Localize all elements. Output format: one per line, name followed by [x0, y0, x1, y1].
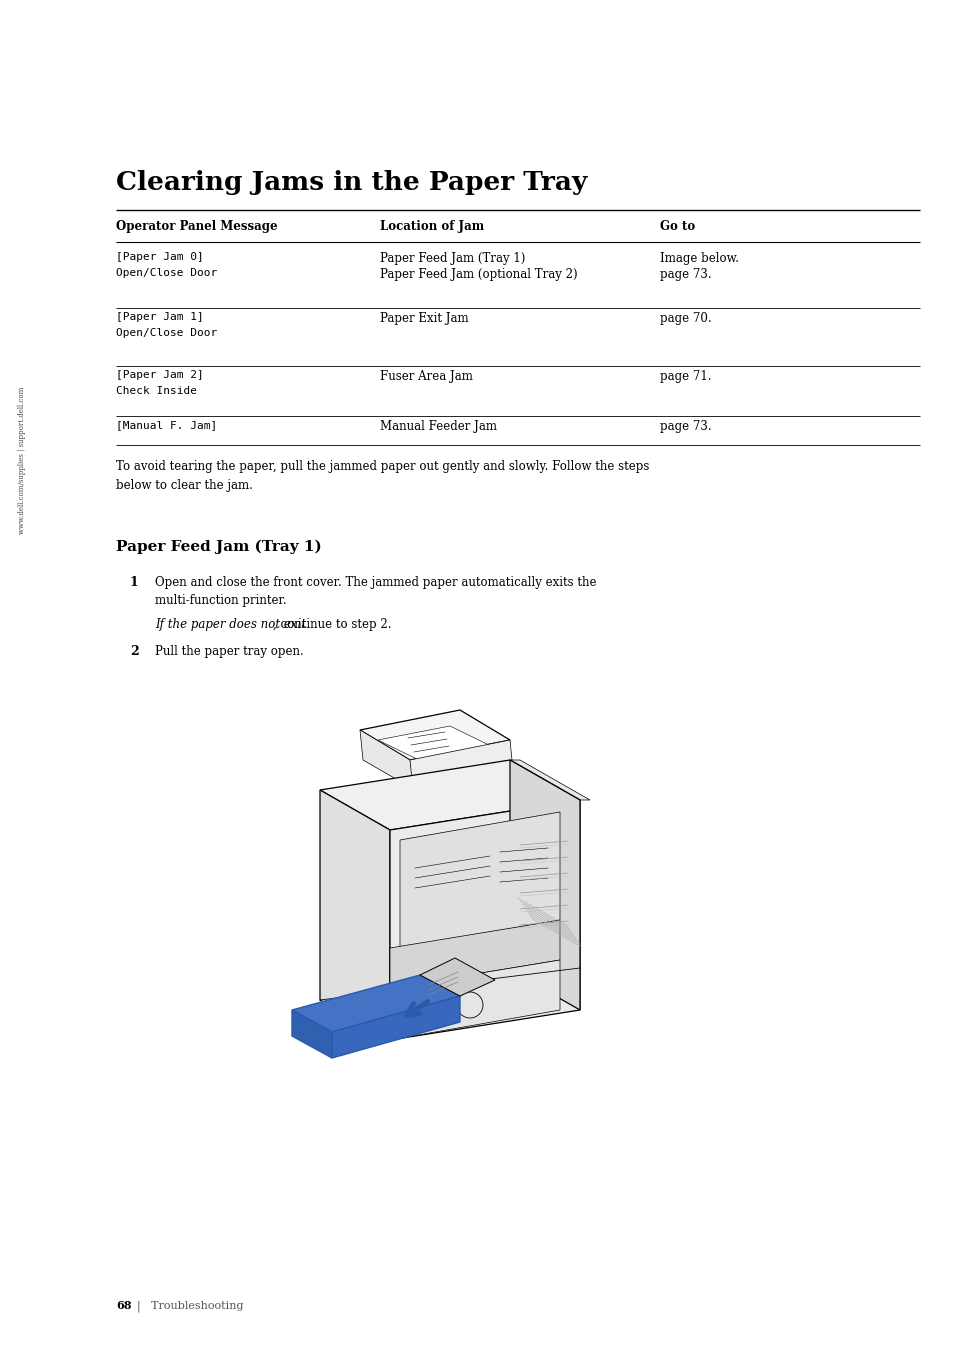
Polygon shape — [390, 800, 579, 1040]
Text: Open/Close Door: Open/Close Door — [116, 267, 217, 278]
Text: 1: 1 — [130, 576, 138, 589]
Polygon shape — [390, 961, 559, 1040]
Text: [Paper Jam 2]: [Paper Jam 2] — [116, 370, 204, 380]
Polygon shape — [359, 730, 415, 790]
Text: [Paper Jam 0]: [Paper Jam 0] — [116, 253, 204, 262]
Polygon shape — [292, 1011, 332, 1058]
Text: [Paper Jam 1]: [Paper Jam 1] — [116, 312, 204, 322]
Polygon shape — [292, 975, 459, 1032]
Polygon shape — [377, 725, 495, 762]
Text: If the paper does not exit: If the paper does not exit — [154, 617, 306, 631]
Text: Paper Feed Jam (Tray 1): Paper Feed Jam (Tray 1) — [379, 253, 525, 265]
Polygon shape — [419, 958, 495, 996]
Text: Image below.: Image below. — [659, 253, 739, 265]
Polygon shape — [332, 996, 459, 1058]
Text: [Manual F. Jam]: [Manual F. Jam] — [116, 420, 217, 430]
Text: Check Inside: Check Inside — [116, 386, 196, 396]
Text: Open/Close Door: Open/Close Door — [116, 328, 217, 338]
Text: To avoid tearing the paper, pull the jammed paper out gently and slowly. Follow : To avoid tearing the paper, pull the jam… — [116, 459, 649, 492]
Text: Pull the paper tray open.: Pull the paper tray open. — [154, 644, 303, 658]
Polygon shape — [399, 812, 559, 948]
Text: Open and close the front cover. The jammed paper automatically exits the
multi-f: Open and close the front cover. The jamm… — [154, 576, 596, 607]
Text: Paper Exit Jam: Paper Exit Jam — [379, 312, 468, 326]
Text: page 73.: page 73. — [659, 420, 711, 434]
Text: Paper Feed Jam (optional Tray 2): Paper Feed Jam (optional Tray 2) — [379, 267, 577, 281]
Polygon shape — [410, 740, 513, 790]
Text: page 70.: page 70. — [659, 312, 711, 326]
Text: Location of Jam: Location of Jam — [379, 220, 483, 232]
Polygon shape — [319, 790, 390, 1040]
Text: page 73.: page 73. — [659, 267, 711, 281]
Text: Operator Panel Message: Operator Panel Message — [116, 220, 277, 232]
Text: Clearing Jams in the Paper Tray: Clearing Jams in the Paper Tray — [116, 170, 587, 195]
Text: Go to: Go to — [659, 220, 695, 232]
Polygon shape — [510, 761, 589, 800]
Polygon shape — [510, 761, 579, 1011]
Text: Fuser Area Jam: Fuser Area Jam — [379, 370, 473, 382]
Text: 2: 2 — [130, 644, 138, 658]
Text: , continue to step 2.: , continue to step 2. — [273, 617, 392, 631]
Text: 68: 68 — [116, 1300, 132, 1310]
Polygon shape — [319, 761, 579, 830]
Text: |   Troubleshooting: | Troubleshooting — [130, 1300, 243, 1312]
Text: page 71.: page 71. — [659, 370, 711, 382]
Text: Paper Feed Jam (Tray 1): Paper Feed Jam (Tray 1) — [116, 540, 321, 554]
Text: Manual Feeder Jam: Manual Feeder Jam — [379, 420, 497, 434]
Polygon shape — [390, 920, 559, 988]
Polygon shape — [359, 711, 510, 761]
Text: www.dell.com/supplies | support.dell.com: www.dell.com/supplies | support.dell.com — [18, 386, 26, 534]
